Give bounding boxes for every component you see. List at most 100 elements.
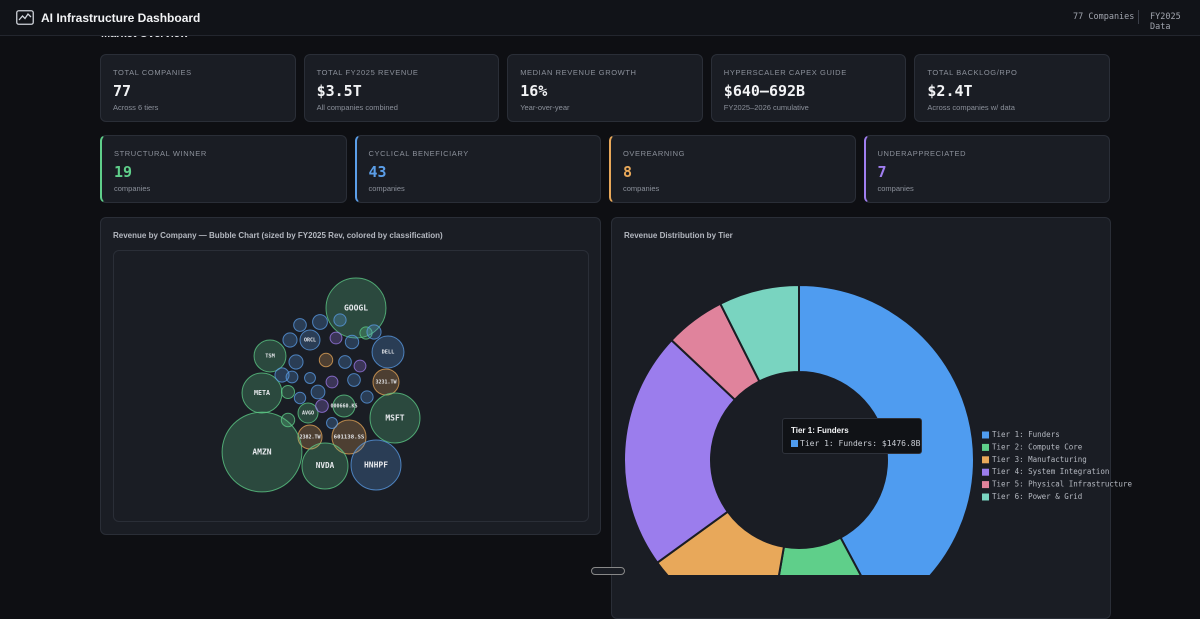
bubble [347, 373, 361, 387]
data-period: FY2025 Data [1150, 12, 1181, 32]
legend-swatch [982, 431, 989, 439]
bubble [326, 417, 338, 429]
legend-label: Tier 6: Power & Grid [992, 492, 1082, 501]
bubble [288, 354, 304, 370]
stat-note: Across 6 tiers [113, 103, 159, 112]
legend-swatch [982, 481, 989, 489]
stat-value: $640–692B [723, 82, 806, 100]
bubble [310, 384, 326, 400]
stat-label: TOTAL BACKLOG/RPO [927, 68, 1018, 77]
bubble [329, 331, 343, 345]
bubble [331, 419, 367, 455]
bubble [318, 352, 334, 368]
bubble [371, 335, 405, 369]
stat-value: 77 [113, 82, 132, 100]
bubble [338, 355, 352, 369]
bubble [332, 394, 356, 418]
stat-value: $2.4T [927, 82, 973, 100]
tooltip: Tier 1: Funders Tier 1: Funders: $1476.8… [782, 418, 922, 454]
classification-card: CYCLICAL BENEFICIARY 43 companies [354, 135, 601, 203]
bubble-label: AMZN [252, 448, 271, 457]
app-title: AI Infrastructure Dashboard [41, 11, 201, 25]
stat-label: HYPERSCALER CAPEX GUIDE [723, 68, 847, 77]
classification-card: UNDERAPPRECIATED 7 companies [863, 135, 1110, 203]
classification-label: CYCLICAL BENEFICIARY [368, 149, 469, 158]
bubble [293, 391, 307, 405]
bubble [353, 359, 367, 373]
stat-value: $3.5T [316, 82, 362, 100]
bubble [299, 329, 321, 351]
classification-card: OVEREARNING 8 companies [609, 135, 856, 203]
stat-label: MEDIAN REVENUE GROWTH [520, 68, 637, 77]
bubble-label: 2382.TW [299, 435, 321, 441]
bubble [350, 439, 402, 491]
stat-note: FY2025–2026 cumulative [723, 103, 809, 112]
stat-card: MEDIAN REVENUE GROWTH 16% Year-over-year [507, 54, 703, 122]
tooltip-row: Tier 1: Funders: $1476.8B [791, 439, 920, 448]
bubble [315, 399, 329, 413]
tooltip-title: Tier 1: Funders [791, 426, 849, 435]
classification-label: UNDERAPPRECIATED [877, 149, 967, 158]
bubble-label: ORCL [304, 338, 316, 344]
bubble [344, 334, 360, 350]
stat-row: TOTAL COMPANIES 77 Across 6 tiers TOTAL FY2… [100, 54, 1110, 122]
logo [16, 10, 34, 25]
classification-note: companies [623, 184, 660, 193]
bubble [253, 339, 287, 373]
classification-value: 7 [877, 163, 887, 181]
bubble-label: GOOGL [344, 304, 368, 313]
tooltip-label: Tier 1: Funders: $1476.8B [800, 439, 921, 448]
bubble-frame [113, 250, 589, 522]
company-count: 77 Companies [1073, 12, 1135, 22]
legend-label: Tier 1: Funders [992, 430, 1060, 439]
bubble-label: DELL [382, 350, 395, 356]
stat-card: TOTAL BACKLOG/RPO $2.4T Across companies w… [914, 54, 1110, 122]
bubble-label: NVDA [316, 461, 335, 470]
bubble [221, 411, 303, 493]
legend-swatch [982, 456, 989, 464]
bubble [282, 332, 298, 348]
stat-note: Across companies w/ data [927, 103, 1015, 112]
bubble [280, 384, 296, 400]
bubble-panel: Revenue by Company — Bubble Chart (sized… [100, 217, 601, 535]
bubble [274, 367, 290, 383]
bubble [369, 392, 421, 444]
classification-card: STRUCTURAL WINNER 19 companies [100, 135, 347, 203]
bubble [297, 402, 319, 424]
bubble-label: HNHPF [364, 461, 388, 470]
bubble [304, 372, 316, 384]
stat-note: Year-over-year [520, 103, 570, 112]
legend-label: Tier 4: System Integration [992, 467, 1109, 476]
donut-slice [777, 536, 862, 575]
legend-label: Tier 3: Manufacturing [992, 455, 1087, 464]
classification-note: companies [368, 184, 405, 193]
classification-note: companies [114, 184, 151, 193]
panel-title: Revenue Distribution by Tier [624, 231, 733, 240]
bubble-label: MSFT [385, 414, 404, 423]
classification-note: companies [877, 184, 914, 193]
legend-swatch [982, 443, 989, 451]
classification-row: STRUCTURAL WINNER 19 companies CYCLICAL BEN… [100, 135, 1110, 203]
stat-card: TOTAL COMPANIES 77 Across 6 tiers [100, 54, 296, 122]
bubble [333, 313, 347, 327]
legend-swatch [982, 493, 989, 501]
bubble-label: META [254, 389, 270, 397]
donut-slice [623, 338, 737, 565]
classification-label: STRUCTURAL WINNER [114, 149, 207, 158]
stat-label: TOTAL COMPANIES [113, 68, 192, 77]
stat-label: TOTAL FY2025 REVENUE [316, 68, 419, 77]
classification-value: 43 [368, 163, 387, 181]
panel-title: Revenue by Company — Bubble Chart (sized… [113, 231, 443, 240]
scroll-handle[interactable] [591, 567, 625, 575]
bubble-label: TSM [265, 354, 275, 360]
bubble [359, 326, 373, 340]
bubble [360, 390, 374, 404]
bubble [293, 318, 307, 332]
legend-swatch [982, 468, 989, 476]
bubble-label: 3231.TW [375, 380, 397, 386]
bubble [325, 277, 387, 339]
bubble [312, 314, 328, 330]
stat-value: 16% [520, 82, 548, 100]
bubble [366, 324, 382, 340]
stat-card: HYPERSCALER CAPEX GUIDE $640–692B FY2025–2… [710, 54, 907, 122]
